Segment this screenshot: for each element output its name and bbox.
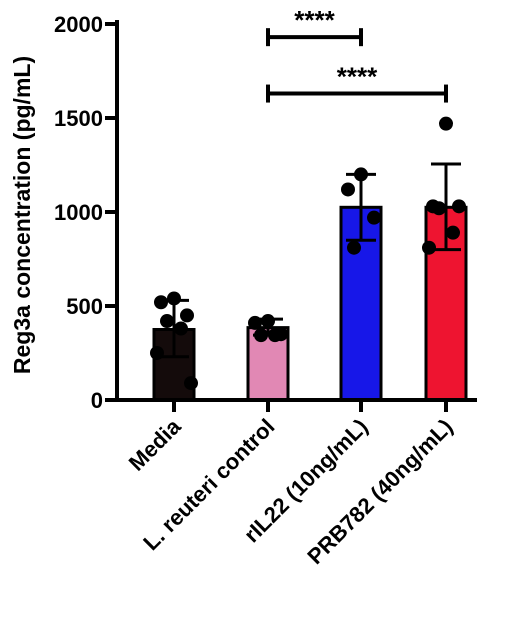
- data-point-1-7: [184, 376, 198, 391]
- significance-label-1: ****: [294, 5, 335, 35]
- data-point-1-6: [150, 346, 164, 360]
- data-point-1-3: [180, 308, 194, 323]
- data-point-4-6: [422, 240, 436, 255]
- data-point-3-4: [347, 240, 361, 255]
- y-tick-label-1000: 1000: [54, 200, 103, 225]
- y-tick-label-0: 0: [91, 388, 103, 413]
- data-point-2-4: [254, 328, 268, 343]
- data-point-3-2: [341, 182, 355, 197]
- y-tick-label-500: 500: [66, 294, 103, 319]
- y-axis-label: Reg3a concentration (pg/mL): [9, 56, 35, 374]
- bar-4: [424, 205, 468, 402]
- x-tick-label-4: PRB782 (40ng/mL): [302, 414, 457, 569]
- data-point-4-4: [432, 201, 446, 216]
- data-point-4-5: [446, 225, 460, 240]
- data-point-1-4: [160, 314, 174, 329]
- data-point-3-1: [354, 167, 368, 182]
- data-point-2-5: [268, 328, 282, 343]
- data-point-1-5: [174, 321, 188, 336]
- data-point-2-2: [248, 315, 262, 330]
- data-point-4-3: [452, 199, 466, 214]
- data-point-3-3: [367, 210, 381, 225]
- y-tick-label-2000: 2000: [54, 12, 103, 37]
- data-point-4-1: [439, 116, 453, 131]
- data-point-1-2: [154, 295, 168, 310]
- x-tick-label-1: Media: [124, 413, 186, 475]
- data-point-1-1: [167, 291, 181, 306]
- data-point-2-1: [261, 314, 275, 329]
- significance-label-2: ****: [337, 62, 378, 92]
- y-tick-label-1500: 1500: [54, 106, 103, 131]
